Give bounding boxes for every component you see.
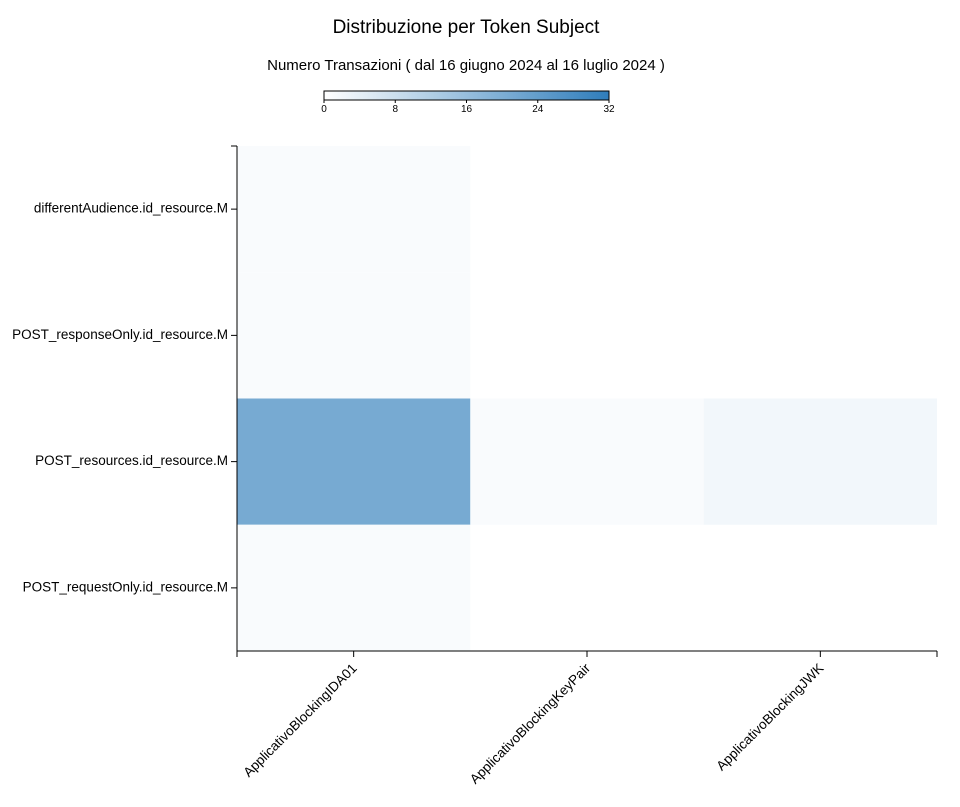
heatmap-cell [703,398,937,525]
chart-title: Distribuzione per Token Subject [332,17,600,38]
y-tick-label: POST_requestOnly.id_resource.M [23,579,228,594]
colorbar-tick-label: 8 [392,104,398,115]
y-axis: differentAudience.id_resource.M POST_resp… [12,145,238,651]
x-tick-label: ApplicativoBlockingKeyPair [467,660,594,787]
colorbar-tick-label: 32 [603,104,615,115]
colorbar-tick-label: 0 [321,104,327,115]
heatmap-cells [237,146,937,651]
colorbar-tick-label: 24 [532,104,544,115]
heatmap-cell [237,272,471,399]
colorbar-tick-label: 16 [461,104,473,115]
y-tick-label: POST_responseOnly.id_resource.M [12,327,228,342]
heatmap-cell [470,398,704,525]
heatmap-cell [237,146,471,273]
x-axis: ApplicativoBlockingIDA01 ApplicativoBlock… [236,650,938,787]
x-tick-label: ApplicativoBlockingJWK [713,661,826,774]
heatmap-cell [237,524,471,651]
chart-subtitle: Numero Transazioni ( dal 16 giugno 2024 … [267,57,665,74]
x-tick-label: ApplicativoBlockingIDA01 [240,661,359,780]
heatmap-cell [237,398,471,525]
y-tick-label: POST_resources.id_resource.M [35,453,228,468]
y-tick-label: differentAudience.id_resource.M [34,201,228,216]
colorbar-gradient [323,90,610,101]
colorbar-legend: 0 8 16 24 32 [321,90,615,115]
